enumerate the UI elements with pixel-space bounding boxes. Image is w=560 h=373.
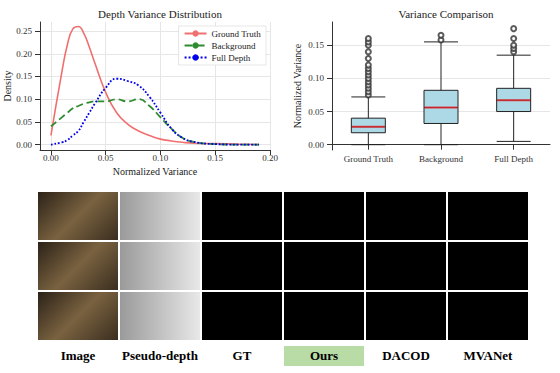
svg-text:Ground Truth: Ground Truth: [344, 154, 394, 164]
svg-text:0.15: 0.15: [308, 40, 324, 50]
svg-text:0.25: 0.25: [16, 26, 32, 36]
html-text:MVANet: MVANet: [463, 348, 513, 363]
svg-text:0.00: 0.00: [43, 153, 59, 163]
svg-text:Ground Truth: Ground Truth: [212, 29, 262, 39]
html-text:GT: GT: [232, 348, 252, 363]
svg-text:0.05: 0.05: [16, 117, 32, 127]
svg-text:0.10: 0.10: [308, 73, 324, 83]
svg-text:Normalized Variance: Normalized Variance: [292, 43, 303, 128]
svg-text:Full Depth: Full Depth: [494, 154, 533, 164]
svg-text:Background: Background: [212, 41, 256, 51]
html-text:Image: Image: [60, 348, 96, 363]
svg-text:Density: Density: [2, 70, 13, 101]
svg-text:Normalized Variance: Normalized Variance: [113, 166, 198, 177]
svg-text:0.00: 0.00: [16, 140, 32, 150]
svg-text:Depth Variance Distribution: Depth Variance Distribution: [98, 8, 222, 20]
svg-text:Background: Background: [419, 154, 463, 164]
svg-text:0.00: 0.00: [308, 140, 324, 150]
svg-text:0.15: 0.15: [16, 71, 32, 81]
svg-text:0.05: 0.05: [308, 107, 324, 117]
svg-text:0.05: 0.05: [98, 153, 114, 163]
svg-text:0.20: 0.20: [16, 49, 32, 59]
svg-text:0.15: 0.15: [207, 153, 223, 163]
svg-text:Variance Comparison: Variance Comparison: [399, 8, 494, 20]
html-text:Ours: Ours: [309, 348, 339, 363]
svg-text:0.10: 0.10: [153, 153, 169, 163]
html-text:Pseudo-depth: Pseudo-depth: [122, 348, 198, 363]
svg-text:Full Depth: Full Depth: [212, 53, 251, 63]
svg-text:0.10: 0.10: [16, 94, 32, 104]
html-text:DACOD: DACOD: [382, 348, 430, 363]
svg-text:0.20: 0.20: [262, 153, 278, 163]
